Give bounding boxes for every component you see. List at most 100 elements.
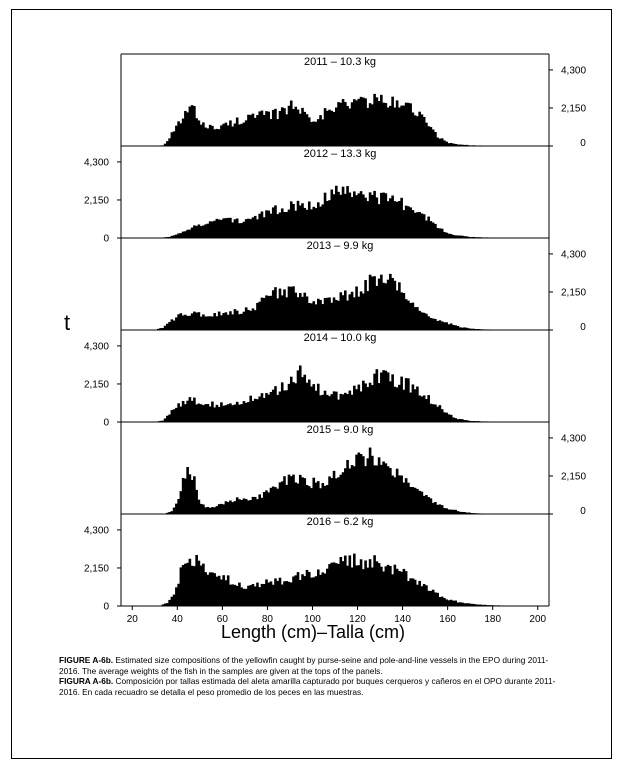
histogram-bar-2016 bbox=[321, 572, 325, 606]
histogram-bar-2011 bbox=[335, 107, 338, 146]
x-tick-label: 40 bbox=[172, 614, 184, 625]
histogram-bar-2013 bbox=[222, 313, 225, 330]
histogram-bar-2012 bbox=[436, 228, 439, 238]
histogram-bar-2016 bbox=[193, 566, 196, 606]
histogram-bar-2016 bbox=[267, 582, 271, 606]
histogram-bar-2013 bbox=[213, 313, 216, 330]
histogram-bar-2015 bbox=[411, 487, 415, 514]
histogram-bar-2016 bbox=[213, 573, 216, 606]
histogram-bar-2011 bbox=[344, 101, 347, 146]
histogram-bar-2014 bbox=[393, 386, 397, 422]
histogram-bar-2014 bbox=[289, 376, 293, 422]
histogram-bar-2011 bbox=[391, 96, 394, 146]
histogram-bar-2016 bbox=[382, 571, 385, 606]
histogram-bar-2012 bbox=[447, 233, 451, 238]
histogram-bar-2015 bbox=[186, 467, 189, 514]
histogram-bar-2013 bbox=[256, 302, 259, 330]
histogram-bar-2016 bbox=[285, 581, 289, 606]
histogram-bar-2012 bbox=[389, 198, 392, 238]
histogram-bar-2014 bbox=[294, 383, 298, 422]
histogram-bar-2015 bbox=[362, 456, 365, 514]
histogram-bar-2016 bbox=[177, 583, 180, 606]
histogram-bar-2015 bbox=[197, 499, 201, 514]
histogram-bar-2012 bbox=[350, 197, 354, 238]
histogram-bar-2014 bbox=[240, 404, 243, 422]
histogram-bar-2012 bbox=[382, 192, 385, 238]
histogram-bar-2015 bbox=[256, 499, 259, 514]
histogram-bar-2014 bbox=[278, 391, 282, 422]
histogram-bar-2015 bbox=[368, 447, 372, 514]
histogram-bar-2014 bbox=[413, 389, 417, 422]
histogram-bar-2012 bbox=[175, 234, 178, 238]
histogram-bar-2014 bbox=[323, 390, 327, 422]
histogram-bar-2012 bbox=[456, 235, 460, 238]
histogram-bar-2013 bbox=[235, 310, 239, 330]
histogram-bar-2016 bbox=[443, 598, 446, 606]
histogram-bar-2012 bbox=[373, 190, 376, 238]
x-tick-label: 20 bbox=[127, 614, 139, 625]
histogram-bar-2016 bbox=[202, 563, 205, 606]
histogram-bar-2011 bbox=[292, 109, 295, 146]
histogram-bar-2016 bbox=[353, 553, 356, 606]
histogram-bar-2011 bbox=[242, 122, 246, 146]
histogram-bar-2015 bbox=[456, 511, 460, 514]
histogram-bar-2015 bbox=[337, 477, 340, 514]
histogram-bar-2014 bbox=[420, 396, 424, 422]
histogram-bar-2014 bbox=[312, 384, 316, 422]
x-axis-label: Length (cm)–Talla (cm) bbox=[220, 622, 406, 642]
histogram-bar-2016 bbox=[276, 580, 280, 606]
histogram-bar-2016 bbox=[217, 575, 221, 606]
histogram-bar-2012 bbox=[402, 210, 406, 238]
histogram-bar-2016 bbox=[445, 599, 448, 606]
histogram-bar-2016 bbox=[409, 578, 412, 606]
histogram-bar-2016 bbox=[463, 603, 467, 606]
histogram-bar-2013 bbox=[413, 307, 417, 330]
histogram-bar-2013 bbox=[285, 297, 289, 330]
histogram-bar-2015 bbox=[226, 502, 230, 514]
histogram-bar-2011 bbox=[434, 132, 437, 146]
histogram-bar-2014 bbox=[215, 404, 219, 422]
histogram-bar-2012 bbox=[325, 201, 329, 238]
histogram-bar-2011 bbox=[222, 123, 225, 146]
histogram-bar-2015 bbox=[359, 454, 363, 514]
histogram-bar-2016 bbox=[418, 580, 421, 606]
histogram-bar-2012 bbox=[449, 233, 453, 238]
histogram-bar-2011 bbox=[283, 108, 286, 146]
histogram-bar-2011 bbox=[445, 141, 448, 146]
histogram-bar-2011 bbox=[168, 138, 171, 146]
histogram-bar-2011 bbox=[199, 124, 203, 146]
histogram-bar-2015 bbox=[188, 474, 192, 514]
histogram-bar-2013 bbox=[353, 297, 356, 330]
histogram-bar-2016 bbox=[305, 569, 309, 606]
histogram-bar-2012 bbox=[267, 210, 271, 238]
histogram-bar-2011 bbox=[368, 103, 372, 146]
histogram-bar-2014 bbox=[330, 394, 334, 422]
histogram-bar-2011 bbox=[276, 119, 280, 146]
histogram-bar-2016 bbox=[407, 581, 410, 606]
histogram-bar-2011 bbox=[298, 113, 302, 146]
histogram-bar-2012 bbox=[364, 197, 367, 238]
histogram-bar-2012 bbox=[305, 209, 309, 238]
histogram-bar-2016 bbox=[476, 604, 480, 606]
panel-title-2014: 2014 – 10.0 kg bbox=[304, 332, 377, 344]
histogram-bar-2012 bbox=[418, 212, 421, 238]
histogram-bar-2011 bbox=[398, 107, 401, 146]
histogram-bar-2015 bbox=[193, 476, 196, 514]
histogram-bar-2013 bbox=[247, 309, 250, 330]
histogram-bar-2014 bbox=[262, 397, 266, 422]
histogram-bar-2014 bbox=[389, 381, 392, 422]
histogram-bar-2014 bbox=[384, 370, 388, 422]
histogram-bar-2012 bbox=[438, 228, 442, 238]
histogram-bar-2014 bbox=[287, 383, 291, 422]
histogram-bar-2015 bbox=[310, 488, 313, 514]
histogram-bar-2015 bbox=[355, 454, 358, 514]
histogram-bar-2015 bbox=[285, 484, 289, 514]
histogram-bar-2012 bbox=[377, 204, 381, 238]
histogram-bar-2014 bbox=[346, 393, 349, 422]
histogram-bar-2013 bbox=[362, 293, 365, 330]
histogram-bar-2015 bbox=[393, 477, 397, 514]
histogram-bar-2011 bbox=[427, 126, 430, 146]
histogram-bar-2016 bbox=[362, 569, 365, 606]
histogram-bar-2014 bbox=[175, 407, 178, 422]
histogram-bar-2015 bbox=[373, 465, 376, 514]
